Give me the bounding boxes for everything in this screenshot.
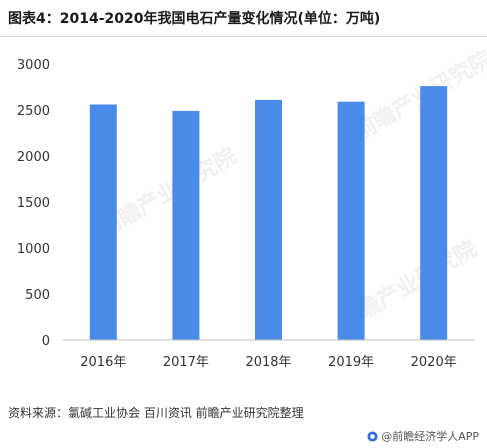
bars [89,86,448,341]
x-tick-label: 2018年 [245,355,291,370]
bar-2016年 [89,104,117,340]
chart-title: 图表4：2014-2020年我国电石产量变化情况(单位：万吨) [8,11,381,27]
bar-2019年 [337,101,365,340]
bar-2018年 [255,99,282,341]
y-tick-label: 0 [42,334,50,349]
bar-2017年 [172,110,200,341]
y-tick-label: 1500 [17,196,50,211]
x-tick-label: 2017年 [163,355,209,370]
y-axis-ticks: 0 500 1000 1500 2000 2500 3000 [17,58,50,349]
y-tick-label: 2500 [17,104,50,119]
source-note: 资料来源：氯碱工业协会 百川资讯 前瞻产业研究院整理 [8,406,304,420]
x-tick-label: 2016年 [80,355,126,370]
y-tick-label: 3000 [17,58,50,73]
x-tick-label: 2020年 [411,355,457,370]
title-divider [0,36,487,37]
x-axis-labels: 2016年 2017年 2018年 2019年 2020年 [80,355,456,370]
bar-2020年 [420,86,448,340]
y-tick-label: 1000 [17,242,50,257]
brand-logo-icon [367,430,378,442]
brand-label: @前瞻经济学人APP [381,430,479,443]
x-tick-label: 2019年 [328,355,374,370]
brand-credit: @前瞻经济学人APP [367,428,479,444]
y-tick-label: 2000 [17,150,50,165]
y-tick-label: 500 [25,288,50,303]
